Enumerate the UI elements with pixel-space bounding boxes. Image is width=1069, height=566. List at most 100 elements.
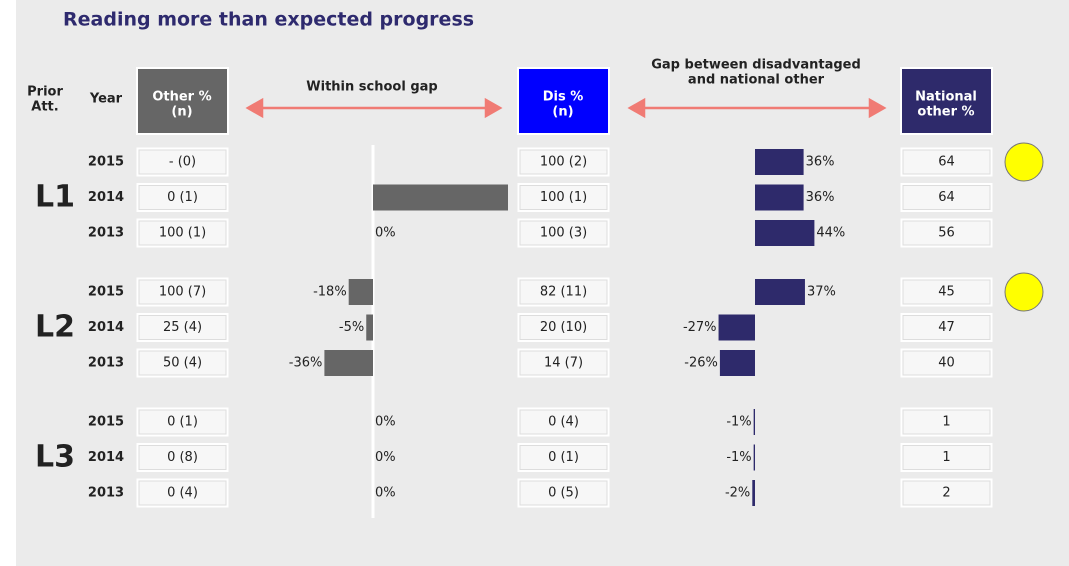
- within-gap-bar: [324, 350, 373, 376]
- prior-header: Prior: [27, 85, 63, 100]
- national-value: 40: [938, 356, 955, 371]
- dis-value-inner: [519, 445, 608, 470]
- dis-value-inner: [519, 279, 608, 305]
- other-value: 100 (1): [159, 226, 206, 241]
- national-value: 45: [938, 285, 955, 300]
- national-value-inner: [902, 350, 991, 376]
- gap-bar: [753, 409, 755, 435]
- dis-value-inner: [519, 220, 608, 246]
- national-value-inner: [902, 279, 991, 305]
- national-value: 2: [942, 486, 950, 501]
- year: 2014: [88, 190, 124, 205]
- gap-bar: [755, 220, 815, 246]
- gap-bar-label: -1%: [726, 415, 751, 430]
- dis-value-inner: [519, 480, 608, 506]
- dis-header: Dis %: [543, 90, 584, 105]
- other-value: 0 (1): [167, 415, 198, 430]
- dis-value: 82 (11): [540, 285, 587, 300]
- national-value: 64: [938, 155, 955, 170]
- other-value: 0 (4): [167, 486, 198, 501]
- national-value: 56: [938, 226, 955, 241]
- within-arrow: [245, 97, 503, 119]
- dis-value: 0 (1): [548, 450, 579, 465]
- dis-value-inner: [519, 409, 608, 435]
- indicator: [1004, 272, 1044, 312]
- national-value-inner: [902, 220, 991, 246]
- national-value-inner: [902, 315, 991, 340]
- gap-bar-label: -1%: [726, 450, 751, 465]
- other-value-inner: [138, 480, 227, 506]
- other-header-box: [136, 67, 229, 135]
- other-value: 0 (8): [167, 450, 198, 465]
- gap-bar: [755, 149, 804, 175]
- group-label: L1: [35, 180, 75, 215]
- dis-value: 100 (2): [540, 155, 587, 170]
- gap-bar: [718, 314, 755, 341]
- gap-bar-label: -2%: [725, 486, 750, 501]
- gap-bar: [755, 279, 805, 305]
- title: Reading more than expected progress: [63, 9, 474, 31]
- dis-value: 20 (10): [540, 320, 587, 335]
- dis-value: 0 (5): [548, 486, 579, 501]
- year: 2015: [88, 415, 124, 430]
- gap-bar-label: -26%: [684, 356, 718, 371]
- within-gap-bar-label: 0%: [375, 450, 396, 465]
- other-header: Other %: [152, 90, 211, 105]
- within-gap-bar-label: 0%: [375, 226, 396, 241]
- indicator: [1004, 142, 1044, 182]
- other-value: 50 (4): [163, 356, 202, 371]
- year: 2015: [88, 155, 124, 170]
- gap-bar-label: 36%: [806, 155, 835, 170]
- year: 2014: [88, 450, 124, 465]
- other-value-inner: [138, 279, 227, 305]
- dis-value-inner: [519, 185, 608, 210]
- within-gap-bar: [348, 279, 373, 305]
- year: 2013: [88, 486, 124, 501]
- other-value-inner: [138, 315, 227, 340]
- within-gap-bar-label: 0%: [375, 415, 396, 430]
- other-value: - (0): [169, 155, 196, 170]
- national-value: 1: [942, 450, 950, 465]
- national-value: 1: [942, 415, 950, 430]
- gap-bar-label: 44%: [816, 226, 845, 241]
- year-header: Year: [89, 92, 123, 107]
- national-value-inner: [902, 445, 991, 470]
- dis-value-inner: [519, 315, 608, 340]
- national-value: 64: [938, 190, 955, 205]
- other-value-inner: [138, 149, 227, 175]
- dis-value: 100 (3): [540, 226, 587, 241]
- other-value-inner: [138, 409, 227, 435]
- national-value-inner: [902, 409, 991, 435]
- dis-value: 100 (1): [540, 190, 587, 205]
- other-value: 100 (7): [159, 285, 206, 300]
- year: 2013: [88, 226, 124, 241]
- national-value-inner: [902, 149, 991, 175]
- national-header-box: [900, 67, 993, 135]
- other-value-inner: [138, 185, 227, 210]
- gap-bar-label: 37%: [807, 285, 836, 300]
- other-value: 0 (1): [167, 190, 198, 205]
- year: 2014: [88, 320, 124, 335]
- national-header: other %: [917, 105, 974, 120]
- other-value-inner: [138, 445, 227, 470]
- within-gap-bar: [366, 314, 373, 341]
- gap-bar: [753, 444, 755, 471]
- other-value-inner: [138, 350, 227, 376]
- group-label: L3: [35, 440, 75, 475]
- gap-bar: [755, 184, 804, 211]
- within-gap-bar: [373, 184, 508, 211]
- dis-value-inner: [519, 149, 608, 175]
- dis-value-inner: [519, 350, 608, 376]
- within-header: Within school gap: [306, 80, 437, 95]
- dis-header: (n): [552, 105, 573, 120]
- prior-header: Att.: [31, 100, 58, 115]
- national-header: National: [915, 90, 977, 105]
- national-value-inner: [902, 185, 991, 210]
- gap-bar-label: -27%: [683, 320, 717, 335]
- gap-bar: [752, 480, 755, 506]
- other-header: (n): [171, 105, 192, 120]
- dis-header-box: [517, 67, 610, 135]
- other-value: 25 (4): [163, 320, 202, 335]
- other-value-inner: [138, 220, 227, 246]
